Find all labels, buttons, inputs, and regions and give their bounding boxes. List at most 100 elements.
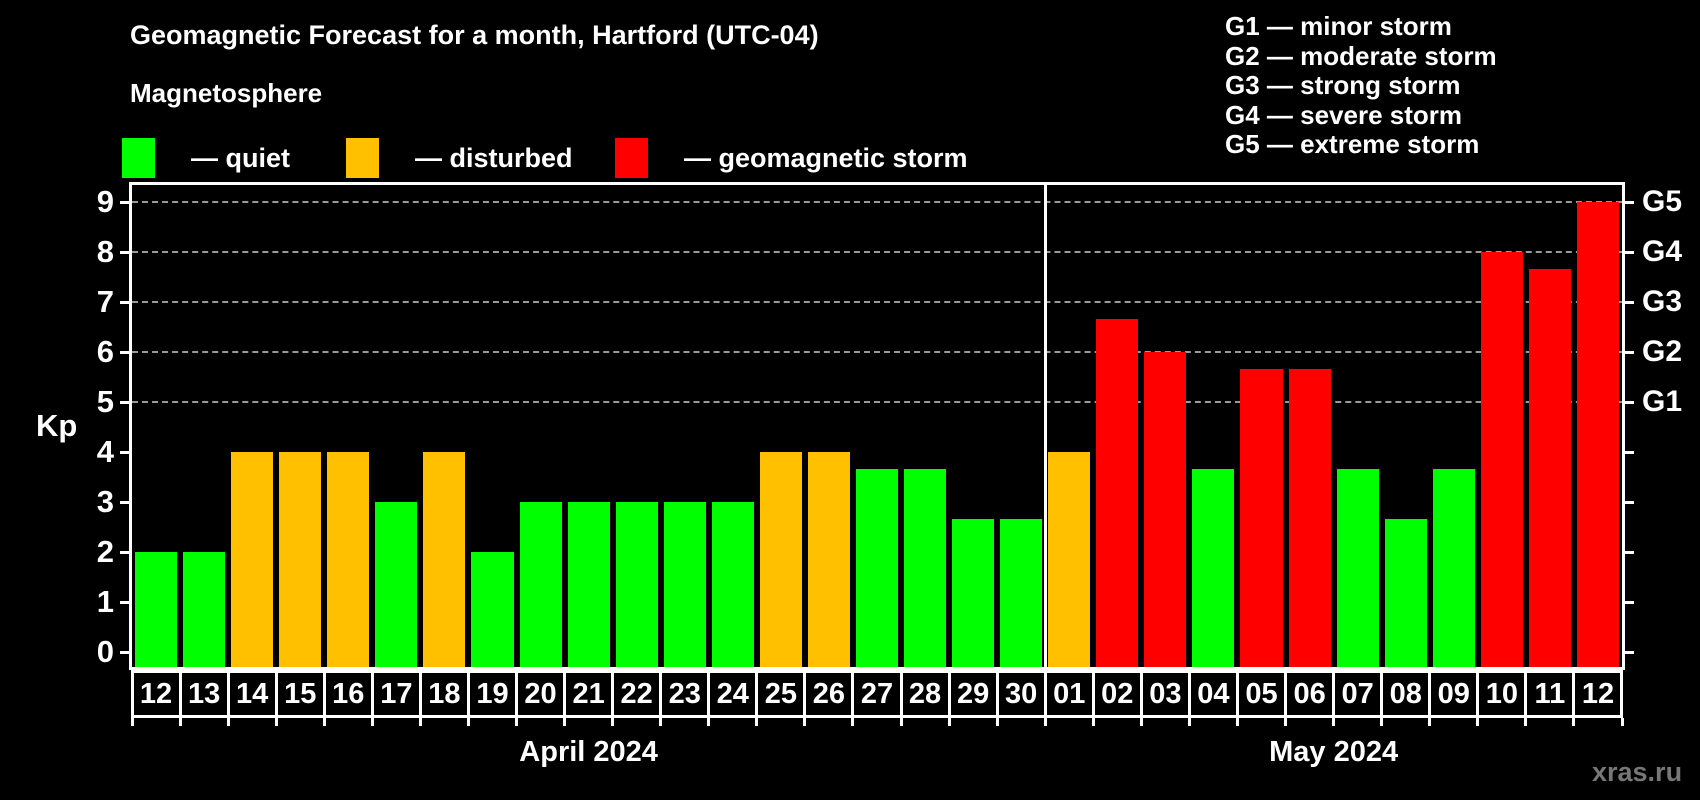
kp-bar-apr-12	[135, 552, 178, 667]
x-axis-tick-4	[322, 718, 326, 726]
kp-bar-may-04	[1192, 468, 1235, 667]
day-label-may-10: 10	[1476, 670, 1528, 718]
kp-bar-apr-22	[615, 502, 658, 667]
day-label-apr-28: 28	[899, 670, 951, 718]
x-axis-tick-19	[1043, 718, 1047, 726]
legend-item-storm: — geomagnetic storm	[615, 138, 968, 178]
y-tick-right-1	[1625, 600, 1634, 604]
chart-title: Geomagnetic Forecast for a month, Hartfo…	[130, 20, 819, 50]
x-axis-tick-10	[611, 718, 615, 726]
gridline-kp-5	[132, 401, 1622, 403]
x-axis-tick-24	[1284, 718, 1288, 726]
kp-bar-may-09	[1432, 468, 1475, 667]
x-axis-tick-14	[803, 718, 807, 726]
x-axis-tick-6	[418, 718, 422, 726]
kp-bar-may-11	[1528, 268, 1571, 667]
x-axis-tick-16	[899, 718, 903, 726]
kp-bar-apr-16	[327, 452, 370, 667]
storm-color-swatch	[615, 138, 648, 178]
kp-bar-apr-13	[183, 552, 226, 667]
y-tick-label-5: 5	[96, 384, 114, 419]
kp-bar-apr-19	[471, 552, 514, 667]
storm-scale-g2: G2 — moderate storm	[1225, 40, 1497, 71]
kp-bar-may-03	[1144, 352, 1187, 667]
day-label-apr-23: 23	[659, 670, 711, 718]
plot-area	[129, 182, 1625, 670]
x-axis-tick-0	[130, 718, 134, 726]
day-label-apr-15: 15	[274, 670, 326, 718]
x-axis-tick-11	[659, 718, 663, 726]
kp-bar-apr-25	[759, 452, 802, 667]
kp-bar-apr-17	[375, 502, 418, 667]
day-label-may-08: 08	[1380, 670, 1432, 718]
kp-bar-apr-23	[663, 502, 706, 667]
y-tick-right-9	[1625, 200, 1634, 204]
y-tick-left-4	[120, 450, 129, 454]
legend-label-storm: — geomagnetic storm	[684, 142, 968, 173]
day-label-apr-26: 26	[803, 670, 855, 718]
x-axis-tick-29	[1524, 718, 1528, 726]
kp-bar-may-07	[1336, 468, 1379, 667]
quiet-color-swatch	[122, 138, 155, 178]
x-axis-tick-15	[851, 718, 855, 726]
day-label-apr-12: 12	[130, 670, 182, 718]
right-axis-label-g4: G4	[1642, 235, 1683, 268]
y-tick-left-2	[120, 550, 129, 554]
y-tick-left-0	[120, 650, 129, 654]
disturbed-color-swatch	[346, 138, 379, 178]
day-label-apr-24: 24	[707, 670, 759, 718]
day-label-apr-29: 29	[947, 670, 999, 718]
y-tick-right-5	[1625, 400, 1634, 404]
day-label-may-04: 04	[1187, 670, 1239, 718]
day-label-apr-16: 16	[322, 670, 374, 718]
kp-bar-apr-26	[807, 452, 850, 667]
day-label-apr-20: 20	[515, 670, 567, 718]
gridline-kp-6	[132, 351, 1622, 353]
x-axis-tick-9	[563, 718, 567, 726]
month-label-apr: April 2024	[519, 736, 658, 768]
day-label-may-12: 12	[1572, 670, 1624, 718]
y-tick-label-3: 3	[96, 484, 114, 519]
x-axis-tick-18	[995, 718, 999, 726]
y-tick-label-9: 9	[96, 184, 114, 219]
right-axis-label-g1: G1	[1642, 385, 1683, 418]
x-axis-tick-26	[1380, 718, 1384, 726]
y-tick-right-7	[1625, 300, 1634, 304]
legend-label-quiet: — quiet	[191, 142, 290, 173]
x-axis-tick-22	[1187, 718, 1191, 726]
legend-item-quiet: — quiet	[122, 138, 290, 178]
kp-bar-apr-21	[567, 502, 610, 667]
kp-bar-may-01	[1048, 452, 1091, 667]
day-label-apr-27: 27	[851, 670, 903, 718]
gridline-kp-9	[132, 201, 1622, 203]
x-axis-tick-27	[1428, 718, 1432, 726]
kp-bar-apr-18	[423, 452, 466, 667]
y-tick-right-4	[1625, 450, 1634, 454]
kp-bar-apr-27	[855, 468, 899, 667]
day-label-apr-30: 30	[995, 670, 1047, 718]
y-tick-right-6	[1625, 350, 1634, 354]
kp-bar-apr-24	[711, 502, 754, 667]
x-axis-tick-25	[1332, 718, 1336, 726]
x-axis-tick-7	[466, 718, 470, 726]
right-axis-label-g2: G2	[1642, 335, 1683, 368]
legend-item-disturbed: — disturbed	[346, 138, 573, 178]
x-axis-tick-17	[947, 718, 951, 726]
x-axis-tick-30	[1572, 718, 1576, 726]
x-axis-tick-13	[755, 718, 759, 726]
month-label-may: May 2024	[1269, 736, 1399, 768]
y-tick-left-3	[120, 500, 129, 504]
storm-scale-legend: G1 — minor storm G2 — moderate storm G3 …	[1225, 11, 1497, 160]
kp-bar-may-05	[1240, 368, 1283, 667]
kp-bar-may-02	[1096, 318, 1139, 667]
y-tick-left-7	[120, 300, 129, 304]
kp-bar-may-10	[1480, 252, 1523, 667]
y-axis-title: Kp	[36, 408, 78, 443]
x-axis-day-labels: 12 13 14 15 16 17 18 19 20 21 22 23 24 25 26 27 28 29 30 01…	[129, 670, 1625, 718]
y-tick-label-7: 7	[96, 284, 114, 319]
kp-bar-apr-20	[519, 502, 562, 667]
x-axis-tick-1	[178, 718, 182, 726]
y-tick-label-1: 1	[96, 584, 114, 619]
day-label-apr-14: 14	[226, 670, 278, 718]
